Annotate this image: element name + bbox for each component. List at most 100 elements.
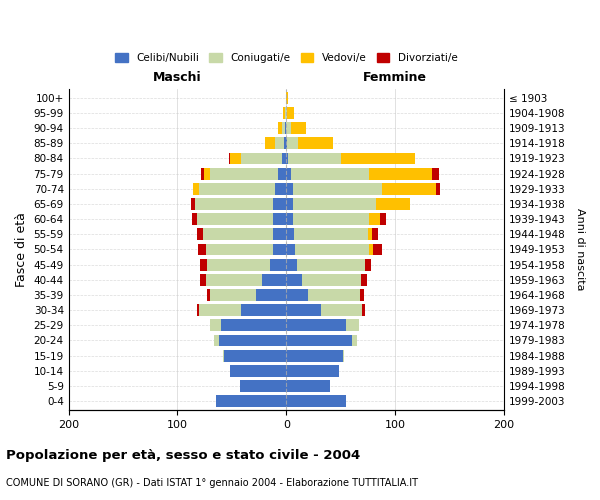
Bar [286,138,287,149]
Bar [223,350,224,362]
Bar [382,183,436,194]
Y-axis label: Fasce di età: Fasce di età [15,212,28,287]
Bar [289,152,341,164]
Bar [285,122,286,134]
Bar [215,396,286,407]
Bar [290,122,306,134]
Bar [191,213,197,225]
Bar [361,274,367,285]
Bar [214,334,219,346]
Bar [273,228,286,240]
Bar [197,304,199,316]
Bar [219,334,286,346]
Bar [207,258,270,270]
Bar [286,198,293,210]
Bar [278,168,286,179]
Bar [373,244,382,256]
Bar [352,334,357,346]
Bar [286,244,295,256]
Bar [297,258,365,270]
Bar [365,258,371,270]
Bar [369,244,373,256]
Text: Maschi: Maschi [153,71,202,84]
Bar [286,168,290,179]
Bar [210,289,256,301]
Bar [286,274,302,285]
Text: Femmine: Femmine [363,71,427,84]
Bar [293,198,376,210]
Bar [202,168,203,179]
Bar [199,304,241,316]
Bar [283,107,285,119]
Bar [286,380,330,392]
Bar [285,107,286,119]
Bar [275,183,286,194]
Bar [286,107,287,119]
Bar [262,274,286,285]
Bar [273,213,286,225]
Bar [298,138,333,149]
Bar [436,183,440,194]
Bar [210,320,221,331]
Bar [286,213,293,225]
Bar [230,365,286,377]
Bar [200,274,206,285]
Bar [286,289,308,301]
Bar [286,258,297,270]
Bar [286,320,346,331]
Bar [229,152,230,164]
Text: Popolazione per età, sesso e stato civile - 2004: Popolazione per età, sesso e stato civil… [6,450,360,462]
Bar [362,304,365,316]
Bar [368,228,372,240]
Bar [282,122,285,134]
Bar [278,122,282,134]
Bar [341,152,415,164]
Bar [207,289,210,301]
Bar [286,350,343,362]
Bar [239,380,286,392]
Y-axis label: Anni di nascita: Anni di nascita [575,208,585,290]
Bar [286,152,289,164]
Bar [287,138,298,149]
Bar [308,289,361,301]
Bar [224,350,286,362]
Bar [270,258,286,270]
Bar [273,244,286,256]
Bar [200,258,207,270]
Bar [287,107,294,119]
Bar [197,228,203,240]
Bar [286,396,346,407]
Bar [206,244,273,256]
Bar [369,213,380,225]
Bar [302,274,361,285]
Bar [380,213,386,225]
Bar [293,183,382,194]
Bar [361,289,364,301]
Bar [203,228,273,240]
Bar [195,198,273,210]
Bar [197,213,273,225]
Bar [210,168,278,179]
Bar [286,334,352,346]
Legend: Celibi/Nubili, Coniugati/e, Vedovi/e, Divorziati/e: Celibi/Nubili, Coniugati/e, Vedovi/e, Di… [111,49,461,68]
Bar [199,183,275,194]
Bar [346,320,359,331]
Bar [369,168,432,179]
Bar [275,138,284,149]
Bar [295,244,369,256]
Bar [376,198,410,210]
Bar [198,244,206,256]
Bar [321,304,362,316]
Bar [286,228,294,240]
Bar [256,289,286,301]
Bar [193,183,199,194]
Bar [241,152,282,164]
Bar [286,365,338,377]
Bar [372,228,378,240]
Bar [284,138,286,149]
Bar [265,138,275,149]
Bar [293,213,369,225]
Bar [286,183,293,194]
Bar [343,350,344,362]
Bar [273,198,286,210]
